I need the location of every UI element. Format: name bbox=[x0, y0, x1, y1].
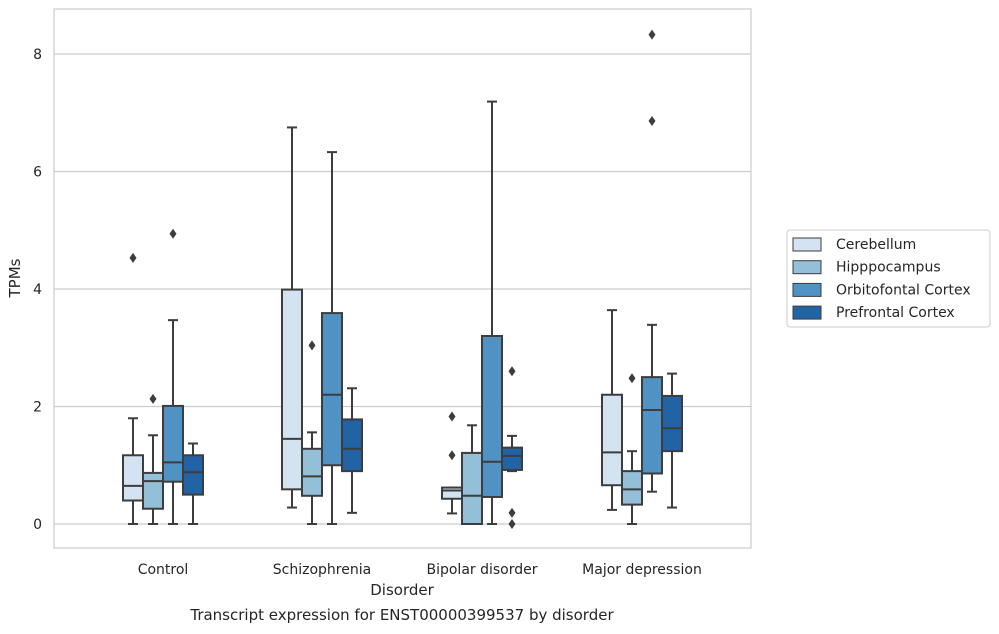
y-tick-label: 0 bbox=[33, 517, 42, 533]
box-group bbox=[501, 366, 523, 529]
box-group bbox=[281, 126, 303, 509]
box-iqr bbox=[162, 404, 184, 483]
legend-swatch bbox=[792, 260, 822, 275]
x-tick-label: Bipolar disorder bbox=[426, 562, 537, 578]
box-group bbox=[182, 442, 204, 525]
box-iqr bbox=[641, 376, 663, 475]
legend-swatch bbox=[792, 237, 822, 252]
box-group bbox=[601, 309, 623, 511]
outlier-point bbox=[508, 519, 516, 529]
legend-swatch bbox=[792, 305, 822, 320]
box-group bbox=[641, 29, 663, 493]
outlier-point bbox=[648, 29, 656, 40]
box-group bbox=[461, 424, 483, 526]
x-axis-label: Disorder bbox=[370, 581, 434, 599]
legend-label: Hipppocampus bbox=[836, 260, 941, 276]
y-tick-label: 6 bbox=[33, 165, 42, 181]
plot-area-frame bbox=[53, 8, 752, 549]
legend-label: Orbitofontal Cortex bbox=[836, 282, 971, 298]
y-tick-label: 2 bbox=[33, 400, 42, 416]
box-iqr bbox=[281, 288, 303, 491]
box-group bbox=[481, 100, 503, 525]
box-group bbox=[661, 372, 683, 509]
legend-label: Cerebellum bbox=[836, 237, 916, 253]
box-group bbox=[162, 228, 184, 525]
box-group bbox=[301, 340, 323, 525]
box-iqr bbox=[441, 486, 463, 500]
box-iqr bbox=[301, 447, 323, 497]
x-tick-label: Major depression bbox=[582, 562, 702, 578]
box-iqr bbox=[661, 394, 683, 453]
outlier-point bbox=[448, 450, 456, 461]
box-group bbox=[142, 393, 164, 525]
outlier-point bbox=[508, 366, 516, 377]
axis-ticks: 0 2 4 6 8 Control Schizophrenia Bipolar disorde… bbox=[33, 47, 702, 578]
box-iqr bbox=[182, 454, 204, 496]
y-tick-label: 8 bbox=[33, 47, 42, 63]
box-group bbox=[122, 252, 144, 525]
box-group bbox=[321, 151, 343, 525]
legend: Cerebellum Hipppocampus Orbitofontal Corte… bbox=[786, 229, 991, 328]
x-tick-label: Control bbox=[138, 562, 189, 578]
chart-caption: Transcript expression for ENST0000039953… bbox=[190, 606, 614, 624]
x-tick-label: Schizophrenia bbox=[273, 562, 371, 578]
box-iqr bbox=[321, 312, 343, 467]
legend-swatch bbox=[792, 282, 822, 297]
outlier-point bbox=[508, 507, 516, 518]
box-iqr bbox=[142, 471, 164, 510]
outlier-point bbox=[169, 228, 177, 239]
box-iqr bbox=[501, 446, 523, 471]
outlier-point bbox=[129, 252, 137, 263]
box-iqr bbox=[481, 335, 503, 498]
outlier-point bbox=[149, 393, 157, 404]
box-iqr bbox=[621, 470, 643, 506]
y-axis-label: TPMs bbox=[6, 258, 24, 298]
box-iqr bbox=[341, 418, 363, 473]
box-group bbox=[341, 387, 363, 514]
y-tick-label: 4 bbox=[33, 282, 42, 298]
legend-label: Prefrontal Cortex bbox=[836, 305, 955, 321]
box-group bbox=[441, 411, 463, 515]
boxes bbox=[122, 29, 683, 529]
box-iqr bbox=[601, 393, 623, 487]
outlier-point bbox=[628, 373, 636, 384]
outlier-point bbox=[648, 115, 656, 126]
box-iqr bbox=[122, 454, 144, 502]
legend-frame bbox=[786, 229, 991, 328]
outlier-point bbox=[448, 411, 456, 422]
box-group bbox=[621, 373, 643, 525]
outlier-point bbox=[308, 340, 316, 351]
box-iqr bbox=[461, 451, 483, 526]
